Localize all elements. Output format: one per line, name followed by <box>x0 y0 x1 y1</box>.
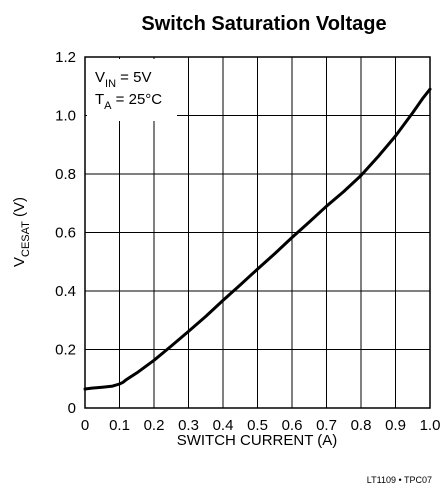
annotation-background <box>87 59 177 121</box>
x-tick-label: 0 <box>81 417 89 434</box>
plot-frame <box>84 56 431 409</box>
x-tick-label: 0.1 <box>109 417 130 434</box>
annotation-ta: TA = 25°C <box>95 91 162 112</box>
x-tick-label: 0.3 <box>178 417 199 434</box>
series-line <box>83 87 432 391</box>
chart-title: Switch Saturation Voltage <box>141 13 386 35</box>
y-tick-labels: 0 0.2 0.4 0.6 0.8 1.0 1.2 <box>55 49 76 417</box>
y-tick-label: 1.2 <box>55 49 76 66</box>
x-tick-label: 0.4 <box>213 417 234 434</box>
annotation-vin: VIN = 5V <box>95 69 151 90</box>
annotation-box: VIN = 5V TA = 25°C <box>87 59 177 121</box>
x-tick-label: 0.5 <box>247 417 268 434</box>
x-tick-label: 0.8 <box>351 417 372 434</box>
x-tick-label: 0.7 <box>316 417 337 434</box>
y-tick-label: 0.2 <box>55 342 76 359</box>
x-tick-label: 0.9 <box>385 417 406 434</box>
footnote: LT1109 • TPC07 <box>367 475 432 485</box>
x-tick-label: 1.0 <box>420 417 441 434</box>
x-tick-label: 0.2 <box>144 417 165 434</box>
x-tick-label: 0.6 <box>282 417 303 434</box>
grid <box>85 57 430 408</box>
y-tick-label: 0.8 <box>55 166 76 183</box>
x-tick-labels: 0 0.1 0.2 0.3 0.4 0.5 0.6 0.7 0.8 0.9 1.0 <box>81 417 441 434</box>
y-axis-label: VCESAT (V) <box>11 197 32 267</box>
y-tick-label: 0.4 <box>55 283 76 300</box>
y-tick-label: 0.6 <box>55 225 76 242</box>
y-tick-label: 1.0 <box>55 108 76 125</box>
x-axis-label: SWITCH CURRENT (A) <box>177 432 338 449</box>
y-tick-label: 0 <box>68 400 76 417</box>
